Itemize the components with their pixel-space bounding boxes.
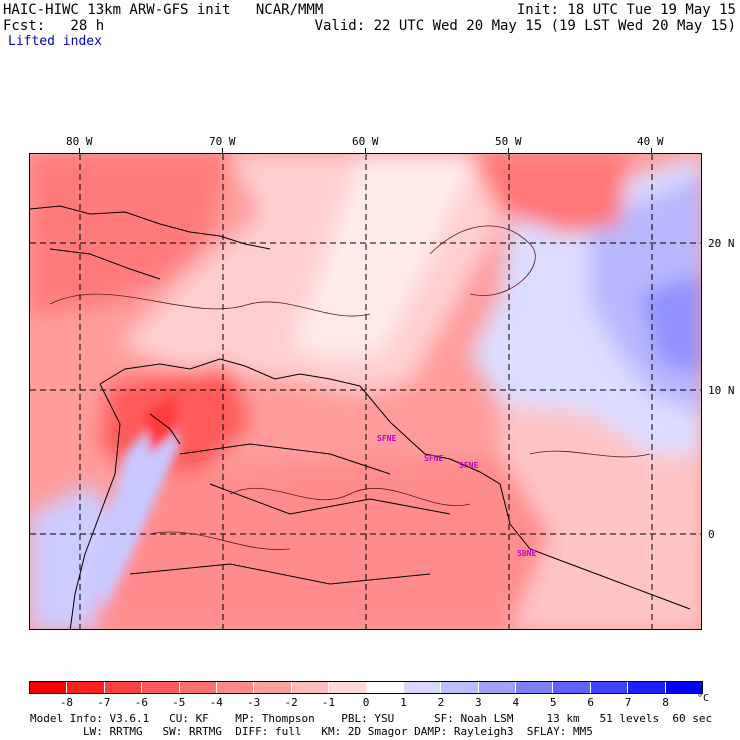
colorbar-tick-label: 2 xyxy=(437,696,445,709)
colorbar-tick-label: 3 xyxy=(475,696,482,709)
colorbar-tick-label: -5 xyxy=(172,696,186,709)
colorbar-swatch xyxy=(478,682,517,693)
station-label: SFNE xyxy=(377,434,397,443)
colorbar-swatch xyxy=(366,682,404,693)
colorbar-tick-label: 6 xyxy=(587,696,594,709)
colorbar-swatch xyxy=(291,682,330,693)
colorbar-swatch xyxy=(329,682,367,693)
colorbar-tick-label: -4 xyxy=(209,696,223,709)
forecast-hour: Fcst: 28 h xyxy=(3,18,105,34)
colorbar-swatch xyxy=(665,682,703,693)
colorbar-tick-label: -1 xyxy=(321,696,336,709)
model-info-line1: Model Info: V3.6.1 CU: KF MP: Thompson P… xyxy=(30,712,713,725)
colorbar-tick-label: 0 xyxy=(362,696,370,709)
colorbar-swatch xyxy=(67,682,105,693)
model-title: HAIC-HIWC 13km ARW-GFS init NCAR/MMM xyxy=(3,2,324,18)
lifted-index-map: SFNE SFNE SFNE SBNE xyxy=(29,153,702,630)
lat-label-0: 0 xyxy=(708,528,715,541)
colorbar-tick-label: 1 xyxy=(400,696,407,709)
colorbar-swatch xyxy=(216,682,255,693)
lon-label-80w: 80 W xyxy=(66,135,93,148)
colorbar-swatch xyxy=(403,682,442,693)
colorbar-tick-label: 4 xyxy=(512,696,520,709)
colorbar-swatch xyxy=(179,682,217,693)
colorbar-tick-label: -8 xyxy=(59,696,74,709)
colorbar-tick-label: -2 xyxy=(284,696,298,709)
colorbar-unit: °C xyxy=(697,693,710,704)
colorbar-swatch xyxy=(590,682,629,693)
valid-time: Valid: 22 UTC Wed 20 May 15 (19 LST Wed … xyxy=(314,18,736,34)
colorbar-swatch xyxy=(553,682,591,693)
colorbar-tick-label: 5 xyxy=(549,696,557,709)
lon-label-60w: 60 W xyxy=(352,135,379,148)
lon-label-50w: 50 W xyxy=(495,135,522,148)
colorbar-swatch xyxy=(142,682,180,693)
lon-label-40w: 40 W xyxy=(637,135,664,148)
colorbar-swatch xyxy=(30,682,68,693)
station-label: SFNE xyxy=(424,454,444,463)
colorbar xyxy=(29,681,703,694)
colorbar-tick-label: 7 xyxy=(624,696,632,709)
init-time: Init: 18 UTC Tue 19 May 15 xyxy=(516,2,736,18)
lat-label-10n: 10 N xyxy=(708,384,735,397)
colorbar-swatch xyxy=(254,682,292,693)
colorbar-swatch xyxy=(516,682,554,693)
lat-label-20n: 20 N xyxy=(708,237,735,250)
lon-label-70w: 70 W xyxy=(209,135,236,148)
colorbar-tick-label: -6 xyxy=(134,696,148,709)
colorbar-tick-label: -3 xyxy=(247,696,261,709)
colorbar-tick-label: -7 xyxy=(97,696,111,709)
station-label: SBNE xyxy=(517,549,537,558)
colorbar-swatch xyxy=(628,682,666,693)
colorbar-tick-label: 8 xyxy=(662,696,669,709)
field-name: Lifted index xyxy=(8,34,102,49)
model-info-line2: LW: RRTMG SW: RRTMG DIFF: full KM: 2D Sm… xyxy=(30,725,593,738)
colorbar-swatch xyxy=(441,682,479,693)
colorbar-swatch xyxy=(104,682,143,693)
station-label: SFNE xyxy=(459,461,479,470)
